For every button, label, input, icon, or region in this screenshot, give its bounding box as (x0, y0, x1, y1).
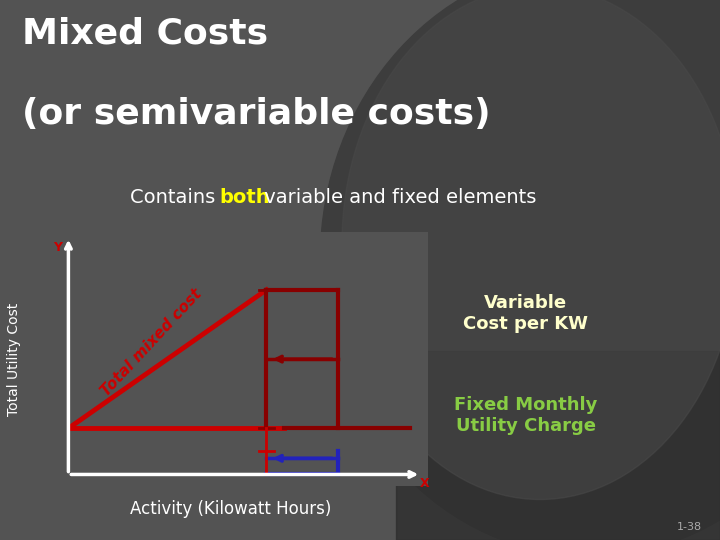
Text: Variable
Cost per KW: Variable Cost per KW (463, 294, 588, 333)
Text: Mixed Costs: Mixed Costs (22, 16, 268, 50)
Text: (or semivariable costs): (or semivariable costs) (22, 97, 490, 131)
Text: variable and fixed elements: variable and fixed elements (258, 187, 536, 207)
Text: both: both (220, 187, 270, 207)
Ellipse shape (320, 0, 720, 540)
Text: 1-38: 1-38 (677, 522, 702, 532)
Text: Total Utility Cost: Total Utility Cost (7, 302, 22, 416)
Text: Total mixed cost: Total mixed cost (98, 287, 204, 400)
Bar (396, 351, 720, 540)
Text: Fixed Monthly
Utility Charge: Fixed Monthly Utility Charge (454, 396, 598, 435)
Text: X: X (420, 477, 430, 490)
Text: Y: Y (53, 241, 62, 254)
Ellipse shape (342, 0, 720, 500)
Text: Contains: Contains (130, 187, 221, 207)
Text: Activity (Kilowatt Hours): Activity (Kilowatt Hours) (130, 500, 331, 518)
